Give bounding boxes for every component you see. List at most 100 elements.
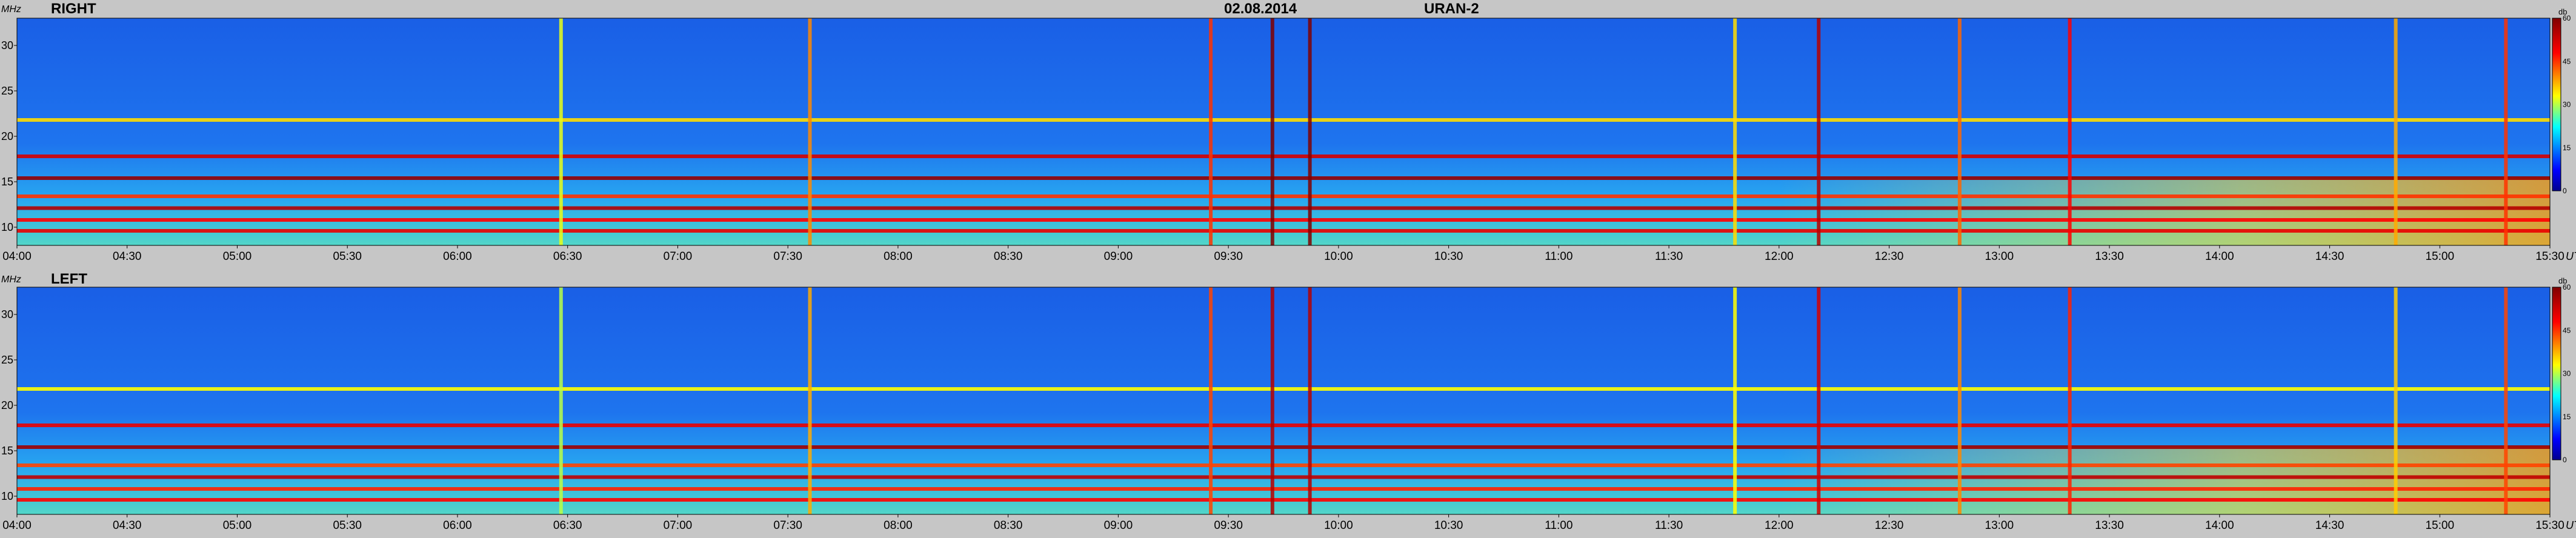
burst-8 [2068, 287, 2072, 514]
x-tick-label: 06:00 [443, 519, 472, 532]
x-tick-label: 06:00 [443, 250, 472, 263]
y-tick-label: 20 [1, 399, 13, 411]
x-tick-label: 06:30 [553, 250, 582, 263]
x-tick-label: 07:30 [773, 250, 802, 263]
x-tick-label: 14:00 [2205, 250, 2234, 263]
colorbar-unit: db [2558, 276, 2567, 285]
x-tick-label: 11:30 [1655, 519, 1683, 532]
y-tick-label: 10 [1, 221, 13, 233]
x-tick-label: 09:00 [1104, 519, 1133, 532]
burst-7 [1957, 18, 1962, 245]
x-tick-label: 15:00 [2425, 519, 2454, 532]
x-tick-label: 08:00 [884, 250, 913, 263]
x-tick-label: 08:30 [994, 250, 1023, 263]
colorbar-tick-label: 60 [2563, 14, 2571, 22]
x-tick-label: 10:30 [1434, 250, 1463, 263]
colorbar-tick-label: 15 [2563, 144, 2571, 152]
x-unit: UT [2566, 519, 2576, 531]
x-tick-label: 08:30 [994, 519, 1023, 532]
x-tick-label: 12:00 [1765, 250, 1794, 263]
burst-6 [1817, 18, 1821, 245]
x-tick-label: 04:00 [2, 250, 32, 263]
burst-3 [1270, 287, 1274, 514]
burst-9 [2394, 287, 2398, 514]
colorbar-tick-label: 15 [2563, 413, 2571, 421]
x-tick-label: 11:30 [1655, 250, 1683, 263]
colorbar-tick-label: 45 [2563, 57, 2571, 65]
band-5 [17, 423, 2550, 427]
band-0 [17, 498, 2550, 502]
x-tick-label: 09:00 [1104, 250, 1133, 263]
colorbar-tick-label: 0 [2563, 187, 2567, 195]
band-3 [17, 194, 2550, 198]
x-tick-label: 13:30 [2095, 250, 2124, 263]
band-3 [17, 463, 2550, 467]
y-tick-label: 30 [1, 308, 13, 320]
x-tick-label: 14:30 [2315, 250, 2345, 263]
x-tick-label: 14:00 [2205, 519, 2234, 532]
x-tick-label: 15:00 [2425, 250, 2454, 263]
y-tick-label: 15 [1, 445, 13, 457]
burst-5 [1733, 287, 1737, 514]
x-tick-label: 07:00 [664, 519, 693, 532]
x-tick-label: 10:00 [1324, 250, 1353, 263]
x-tick-label: 15:30 [2535, 250, 2564, 263]
burst-5 [1733, 18, 1737, 245]
band-1 [17, 487, 2550, 491]
burst-9 [2394, 18, 2398, 245]
panel-label: LEFT [51, 271, 87, 287]
x-tick-label: 10:30 [1434, 519, 1463, 532]
burst-8 [2068, 18, 2072, 245]
colorbar-tick-label: 30 [2563, 370, 2571, 378]
x-tick-label: 05:00 [223, 519, 252, 532]
burst-4 [1308, 287, 1312, 514]
x-tick-label: 14:30 [2315, 519, 2345, 532]
x-tick-label: 11:00 [1545, 250, 1573, 263]
colorbar-unit: db [2558, 7, 2567, 16]
band-2 [17, 475, 2550, 479]
x-unit: UT [2566, 250, 2576, 262]
instrument-label: URAN-2 [1424, 1, 1479, 17]
y-tick-label: 25 [1, 85, 13, 97]
burst-4 [1308, 18, 1312, 245]
warm-region [1779, 177, 2550, 245]
y-tick-label: 15 [1, 176, 13, 188]
panel-label: RIGHT [51, 1, 96, 17]
burst-0 [559, 287, 563, 514]
band-2 [17, 206, 2550, 210]
colorbar-tick-label: 45 [2563, 326, 2571, 334]
x-tick-label: 08:00 [884, 519, 913, 532]
x-tick-label: 04:30 [113, 519, 142, 532]
colorbar [2552, 287, 2561, 460]
x-tick-label: 12:30 [1875, 250, 1904, 263]
colorbar-tick-label: 30 [2563, 101, 2571, 109]
x-tick-label: 05:30 [333, 250, 362, 263]
x-tick-label: 05:00 [223, 250, 252, 263]
x-tick-label: 13:30 [2095, 519, 2124, 532]
burst-0 [559, 18, 563, 245]
plot-frame [16, 287, 2551, 515]
y-unit: MHz [1, 4, 21, 15]
burst-3 [1270, 18, 1274, 245]
x-tick-label: 06:30 [553, 519, 582, 532]
band-4 [17, 176, 2550, 180]
x-tick-label: 15:30 [2535, 519, 2564, 532]
band-5 [17, 154, 2550, 158]
x-tick-label: 07:00 [664, 250, 693, 263]
burst-6 [1817, 287, 1821, 514]
y-unit: MHz [1, 274, 21, 285]
plot-frame [16, 18, 2551, 246]
x-tick-label: 04:00 [2, 519, 32, 532]
x-tick-label: 12:00 [1765, 519, 1794, 532]
band-1 [17, 218, 2550, 222]
burst-7 [1957, 287, 1962, 514]
colorbar-tick-label: 0 [2563, 456, 2567, 464]
burst-10 [2504, 287, 2508, 514]
x-tick-label: 12:30 [1875, 519, 1904, 532]
burst-2 [1209, 287, 1213, 514]
x-tick-label: 05:30 [333, 519, 362, 532]
y-tick-label: 20 [1, 130, 13, 142]
band-4 [17, 445, 2550, 449]
x-tick-label: 13:00 [1985, 519, 2014, 532]
